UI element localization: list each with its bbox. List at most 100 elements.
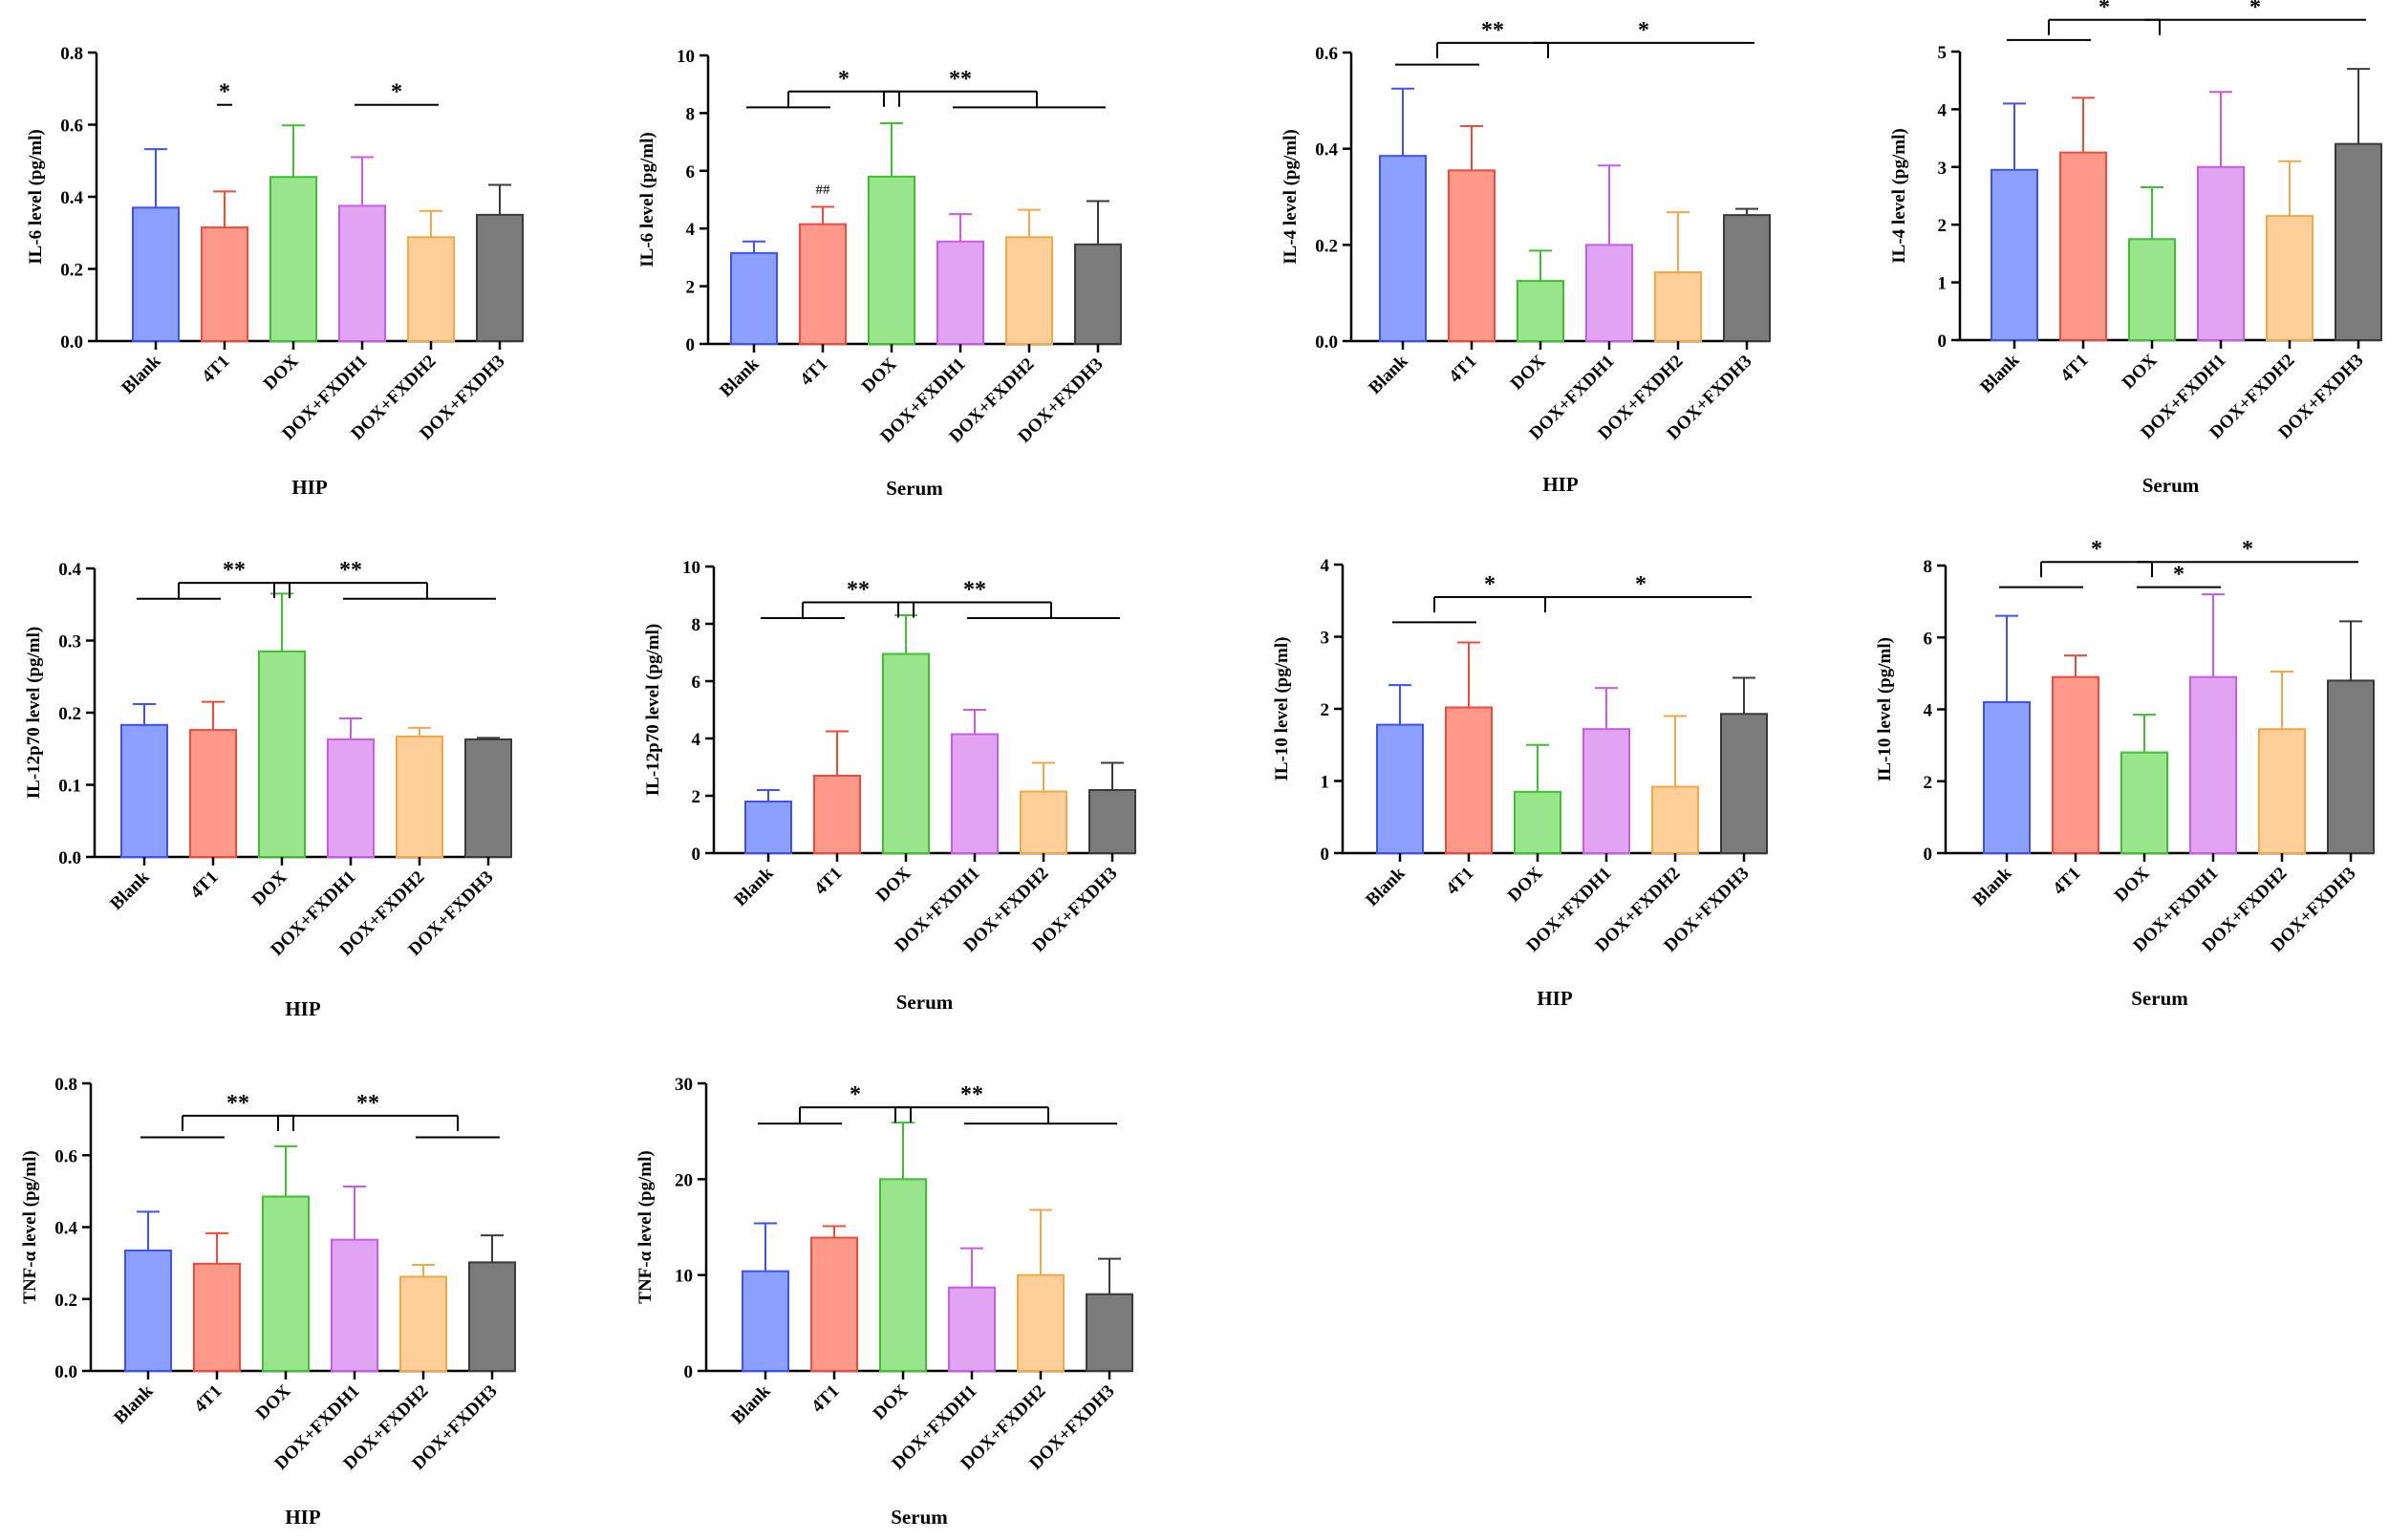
significance-label: ** — [339, 558, 362, 583]
bar-dox-fxdh3 — [476, 213, 524, 342]
y-tick-label: 0.2 — [1315, 236, 1338, 256]
hash-annotation: ## — [816, 182, 831, 198]
y-tick-label: 0.6 — [60, 117, 83, 137]
category-label: DOX — [872, 863, 915, 906]
significance-label: * — [850, 1082, 861, 1107]
bar-blank — [120, 723, 168, 859]
y-tick-label: 20 — [675, 1170, 693, 1190]
y-tick-label: 0.0 — [1315, 332, 1338, 353]
bar-dox-fxdh1 — [2189, 675, 2237, 855]
x-axis-label: HIP — [285, 997, 321, 1020]
bar-dox-fxdh3 — [1720, 713, 1768, 854]
category-label: DOX — [248, 866, 291, 909]
bar-4t1 — [810, 1236, 858, 1372]
x-axis-label: HIP — [285, 1506, 321, 1529]
chart-panel-il12p70-hip: 0.0 0.1 0.2 0.3 0.4 IL-12p70 level (pg/ml) Bla… — [24, 558, 512, 1020]
y-axis-label: IL-12p70 level (pg/ml) — [24, 627, 44, 800]
bar-dox-fxdh1 — [327, 738, 375, 858]
y-tick-label: 0.4 — [58, 560, 81, 580]
bar-dox-fxdh2 — [1651, 785, 1699, 854]
y-tick-label: 10 — [675, 1267, 693, 1287]
category-label: Blank — [1365, 351, 1412, 398]
bar-dox — [258, 650, 306, 859]
bar-dox-fxdh1 — [331, 1238, 378, 1372]
y-axis-label: IL-4 level (pg/ml) — [1889, 128, 1909, 263]
bar-dox-fxdh1 — [2197, 165, 2245, 341]
y-tick-label: 0.2 — [54, 1291, 77, 1311]
category-label: 4T1 — [186, 867, 222, 903]
x-axis-label: HIP — [1542, 473, 1579, 496]
category-label: Blank — [106, 866, 154, 914]
bar-blank — [744, 801, 792, 854]
significance-label: * — [1638, 18, 1649, 43]
bar-4t1 — [1448, 169, 1496, 342]
category-label: DOX — [260, 351, 303, 394]
category-label: DOX — [1507, 351, 1550, 394]
category-label: 4T1 — [796, 354, 831, 390]
y-tick-label: 0 — [1321, 845, 1330, 865]
category-label: 4T1 — [198, 352, 233, 387]
bar-dox-fxdh1 — [951, 733, 999, 854]
bar-blank — [1991, 168, 2038, 341]
bar-blank — [132, 206, 180, 342]
bar-dox — [882, 652, 930, 854]
bar-4t1 — [193, 1262, 241, 1372]
x-axis-label: Serum — [2142, 474, 2200, 497]
significance-label: * — [2249, 0, 2261, 20]
significance-label: ** — [960, 1082, 983, 1107]
y-tick-label: 2 — [1924, 773, 1933, 793]
significance-label: ** — [1481, 18, 1504, 43]
bar-blank — [1983, 700, 2031, 854]
significance-label: * — [2173, 563, 2185, 588]
bar-4t1 — [201, 226, 248, 342]
y-axis-label: IL-12p70 level (pg/ml) — [643, 624, 663, 797]
significance-label: ** — [226, 1091, 249, 1116]
bar-dox-fxdh1 — [1585, 244, 1633, 343]
bar-dox-fxdh2 — [399, 1275, 447, 1372]
y-tick-label: 0.0 — [58, 848, 81, 868]
y-tick-label: 0.4 — [1315, 140, 1338, 160]
chart-panel-tnfa-hip: 0.0 0.2 0.4 0.6 0.8 TNF-α level (pg/ml) Blank 4… — [20, 1075, 516, 1529]
category-label: 4T1 — [2056, 351, 2092, 386]
category-label: DOX — [858, 353, 901, 396]
y-tick-label: 30 — [675, 1075, 693, 1095]
y-tick-label: 0.8 — [60, 44, 83, 64]
y-tick-label: 0.2 — [60, 261, 83, 281]
y-tick-label: 0.6 — [1315, 44, 1338, 64]
y-tick-label: 5 — [1938, 43, 1948, 63]
y-axis-label: IL-6 level (pg/ml) — [637, 132, 657, 267]
category-label: Blank — [730, 863, 778, 910]
y-tick-label: 4 — [1938, 100, 1948, 120]
bar-4t1 — [2059, 151, 2107, 341]
significance-label: * — [2091, 537, 2102, 562]
y-tick-label: 6 — [686, 162, 696, 182]
significance-label: ** — [963, 578, 986, 603]
significance-label: * — [391, 80, 402, 105]
category-label: 4T1 — [190, 1381, 226, 1417]
bar-dox-fxdh2 — [1005, 236, 1053, 345]
y-tick-label: 0.0 — [54, 1362, 77, 1382]
category-label: Blank — [1969, 863, 2016, 910]
bar-dox-fxdh2 — [1654, 271, 1702, 343]
y-tick-label: 1 — [1321, 773, 1330, 793]
x-axis-label: HIP — [1537, 987, 1573, 1010]
category-label: Blank — [110, 1380, 158, 1428]
significance-label: * — [219, 80, 230, 105]
bar-dox — [2120, 751, 2168, 855]
bar-blank — [730, 251, 778, 345]
bar-dox-fxdh3 — [1088, 789, 1136, 854]
category-label: Blank — [1976, 350, 2024, 397]
bar-dox-fxdh1 — [338, 204, 386, 342]
y-axis-label: IL-10 level (pg/ml) — [1875, 637, 1895, 781]
y-tick-label: 0 — [684, 1362, 694, 1382]
bar-4t1 — [813, 775, 861, 854]
bar-dox — [1517, 280, 1564, 343]
chart-panel-il12p70-serum: 0 2 4 6 8 10 IL-12p70 level (pg/ml) Blank 4T1 DOX… — [643, 558, 1136, 1014]
y-axis-label: IL-10 level (pg/ml) — [1272, 637, 1292, 781]
y-axis-label: TNF-α level (pg/ml) — [20, 1150, 40, 1303]
significance-label: * — [2098, 0, 2110, 20]
bar-4t1 — [189, 729, 237, 858]
